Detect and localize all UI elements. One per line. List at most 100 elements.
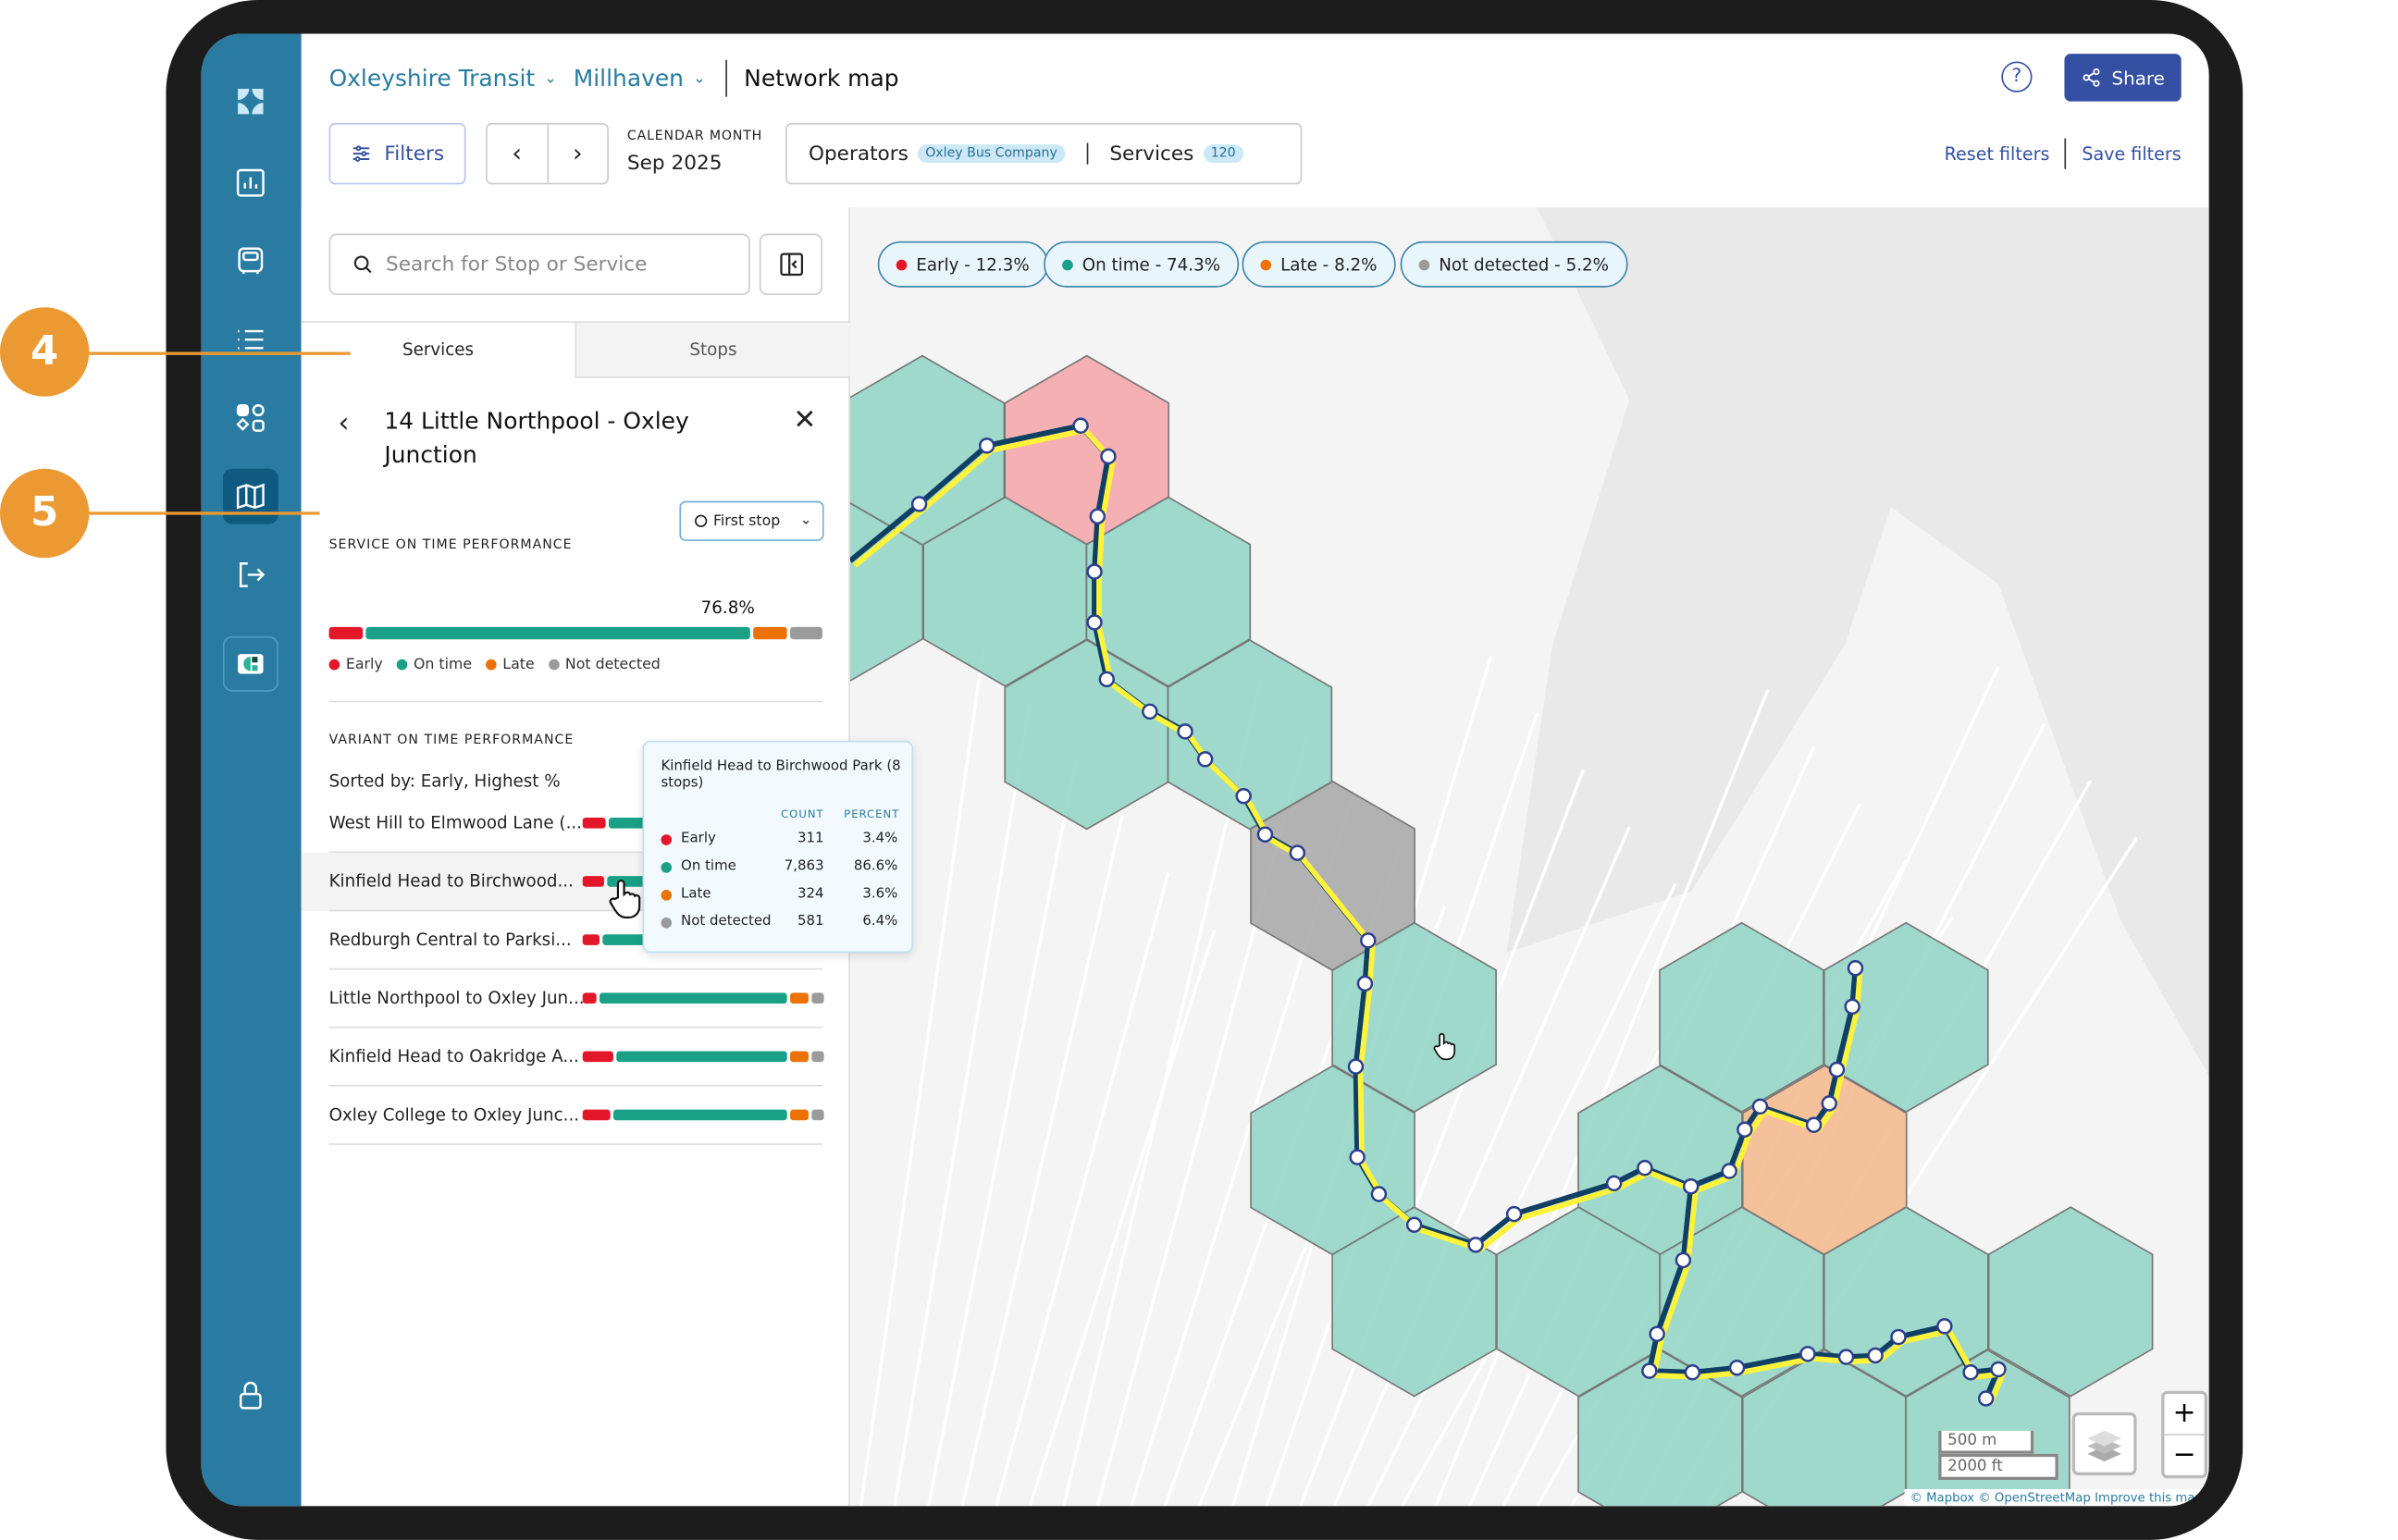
help-icon[interactable]: ? [2001,61,2032,92]
bus-stop-marker[interactable] [1100,672,1114,686]
bus-stop-marker[interactable] [1372,1188,1386,1201]
map-pill-late[interactable]: Late - 8.2% [1242,241,1396,288]
list-icon[interactable] [223,312,278,367]
not-detected-segment [812,1051,824,1062]
previous-month-button[interactable]: ‹ [488,125,549,183]
variant-row[interactable]: Oxley College to Oxley Junc... [302,1087,850,1145]
sorted-by-label: Sorted by: Early, Highest % [329,771,561,792]
bus-stop-marker[interactable] [1179,724,1193,738]
bus-stop-marker[interactable] [1088,615,1102,629]
bus-stop-marker[interactable] [1469,1238,1483,1251]
bus-stop-marker[interactable] [1800,1347,1814,1361]
bus-stop-marker[interactable] [1730,1361,1744,1374]
map-canvas[interactable] [850,207,2209,1506]
calendar-value[interactable]: Sep 2025 [627,152,723,175]
logo-icon[interactable] [223,74,278,129]
map-pill-early[interactable]: Early - 12.3% [878,241,1048,288]
bus-stop-marker[interactable] [1101,450,1115,463]
bus-stop-marker[interactable] [1964,1365,1978,1379]
bus-stop-marker[interactable] [1143,705,1156,719]
lock-icon[interactable] [223,1368,278,1423]
logout-icon[interactable] [223,548,278,603]
variant-otp-bar[interactable] [583,1051,824,1062]
sidebar [202,34,302,1507]
bus-stop-marker[interactable] [1650,1327,1664,1341]
bus-stop-marker[interactable] [1830,1063,1844,1077]
bus-stop-marker[interactable] [980,438,994,452]
bus-stop-marker[interactable] [912,498,926,511]
bus-stop-marker[interactable] [1607,1177,1621,1190]
bus-stop-marker[interactable] [1349,1060,1363,1074]
bus-stop-marker[interactable] [1091,510,1105,524]
bus-stop-marker[interactable] [1823,1097,1836,1111]
bus-stop-marker[interactable] [1723,1164,1737,1178]
bus-stop-marker[interactable] [1198,752,1212,766]
filters-button[interactable]: Filters [329,123,466,184]
stop-select-dropdown[interactable]: First stop⌄ [679,501,823,541]
bus-icon[interactable] [223,234,278,290]
zoom-out-button[interactable]: − [2164,1435,2204,1477]
brand-app-icon[interactable] [223,636,278,692]
share-button[interactable]: Share [2064,54,2181,102]
variant-row[interactable]: Little Northpool to Oxley Jun... [302,969,850,1028]
bus-stop-marker[interactable] [1258,828,1272,842]
bus-stop-marker[interactable] [1291,846,1304,860]
variant-name: Little Northpool to Oxley Jun... [329,988,585,1008]
tooltip-label-text: Late [681,887,711,903]
map-pill-not-detected[interactable]: Not detected - 5.2% [1401,241,1627,288]
breadcrumb-region[interactable]: Millhaven⌄ [574,65,706,92]
bus-stop-marker[interactable] [1839,1350,1853,1364]
bus-stop-marker[interactable] [1848,961,1862,975]
map-icon[interactable] [223,469,278,524]
bus-stop-marker[interactable] [1074,419,1088,433]
bus-stop-marker[interactable] [1753,1100,1767,1114]
bus-stop-marker[interactable] [1992,1362,2006,1376]
bus-stop-marker[interactable] [1846,1000,1860,1014]
bus-stop-marker[interactable] [1737,1123,1751,1137]
bar-chart-icon[interactable] [223,155,278,211]
bus-stop-marker[interactable] [1869,1349,1883,1362]
close-icon[interactable]: ✕ [793,404,816,437]
variant-otp-bar[interactable] [583,992,824,1004]
bus-stop-marker[interactable] [1979,1392,1993,1406]
variant-row[interactable]: Kinfield Head to Oakridge A... [302,1029,850,1087]
reset-filters-link[interactable]: Reset filters [1945,143,2050,165]
on-time-segment [613,1110,787,1121]
tab-stops[interactable]: Stops [575,323,849,378]
bus-stop-marker[interactable] [1807,1118,1821,1132]
breadcrumb-agency[interactable]: Oxleyshire Transit⌄ [329,65,558,92]
variant-otp-bar[interactable] [583,1110,824,1121]
layers-button[interactable] [2072,1412,2137,1475]
network-map[interactable]: Early - 12.3%On time - 74.3%Late - 8.2%N… [850,207,2209,1506]
bus-stop-marker[interactable] [1638,1161,1651,1175]
search-input[interactable]: Search for Stop or Service [329,234,750,295]
scale-metric: 500 m [1938,1431,2033,1454]
bus-stop-marker[interactable] [1937,1319,1951,1333]
map-pill-on-time[interactable]: On time - 74.3% [1044,241,1239,288]
bus-stop-marker[interactable] [1358,977,1372,991]
tooltip-label: Not detected [661,915,771,930]
bus-stop-marker[interactable] [1892,1330,1906,1344]
bus-stop-marker[interactable] [1351,1151,1365,1164]
save-filters-link[interactable]: Save filters [2082,143,2181,165]
bus-stop-marker[interactable] [1088,565,1102,579]
operator-chip[interactable]: Oxley Bus Company [918,144,1065,163]
bus-stop-marker[interactable] [1676,1253,1690,1267]
bus-stop-marker[interactable] [1642,1364,1656,1378]
next-month-button[interactable]: › [548,125,607,183]
on-time-segment [616,1051,788,1062]
collapse-panel-button[interactable] [760,234,822,295]
sliders-icon [351,143,372,165]
bus-stop-marker[interactable] [1237,789,1251,803]
bus-stop-marker[interactable] [1684,1179,1698,1193]
back-icon[interactable]: ‹ [339,407,350,439]
map-attribution[interactable]: © Mapbox © OpenStreetMap Improve this ma… [1904,1489,2209,1506]
operator-services-filter[interactable]: Operators Oxley Bus Company Services 120 [785,123,1302,184]
tab-services[interactable]: Services [302,323,575,378]
apps-icon[interactable] [223,390,278,446]
bus-stop-marker[interactable] [1361,933,1375,947]
bus-stop-marker[interactable] [1407,1218,1421,1232]
bus-stop-marker[interactable] [1507,1207,1521,1221]
bus-stop-marker[interactable] [1686,1365,1700,1379]
zoom-in-button[interactable]: + [2164,1394,2204,1435]
